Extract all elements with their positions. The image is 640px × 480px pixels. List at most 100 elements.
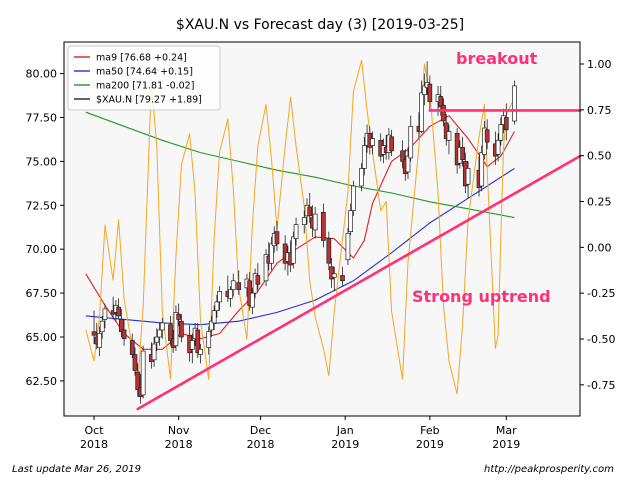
candle (116, 298, 121, 320)
candle (189, 333, 195, 364)
candle-body (503, 117, 509, 131)
candle (198, 344, 203, 364)
x-tick-label: 2018 (80, 438, 108, 451)
x-tick-label: Oct (85, 424, 105, 437)
candle-body (173, 312, 179, 347)
candle (97, 326, 102, 357)
candle-body (118, 319, 124, 333)
candle-body (307, 206, 313, 217)
candle (389, 129, 394, 157)
candle (351, 180, 356, 216)
x-tick-label: 2019 (331, 438, 359, 451)
x-tick-label: Mar (496, 424, 517, 437)
candle-body (422, 85, 427, 96)
candle (176, 303, 182, 327)
candle (484, 119, 490, 150)
candle (465, 161, 471, 199)
candle (211, 305, 217, 330)
candle (269, 236, 274, 271)
candle-body (214, 301, 220, 311)
candle (99, 315, 105, 339)
candle-body (176, 313, 182, 320)
candle-body (351, 185, 356, 211)
candle-body (419, 92, 425, 132)
legend-label: $XAU.N [79.27 +1.89] (96, 95, 202, 106)
candle (140, 345, 146, 399)
y-right-tick-label: 0.50 (587, 150, 612, 163)
candle-body (370, 138, 375, 146)
candle (312, 207, 318, 239)
candle-body (116, 306, 121, 317)
legend-box (67, 45, 221, 111)
candle-body (400, 150, 405, 162)
candle (422, 73, 427, 106)
legend-label: ma200 [71.81 -0.02] (96, 81, 194, 92)
y-left-tick-label: 67.50 (26, 287, 58, 300)
candlestick-series (91, 61, 517, 404)
candle-body (479, 152, 485, 187)
candle (293, 217, 299, 246)
candle (405, 147, 411, 179)
x-tick-label: Nov (168, 424, 190, 437)
candle (400, 140, 405, 169)
candle (135, 363, 141, 397)
footer-source: http://peakprosperity.com (484, 464, 614, 475)
uptrend-line (136, 154, 582, 411)
candle (102, 303, 108, 329)
candle-body (99, 320, 105, 333)
candle-body (217, 290, 222, 303)
candle (206, 326, 212, 355)
candle-body (331, 273, 337, 278)
candle (129, 333, 135, 359)
legend-label: ma50 [74.64 +0.15] (96, 67, 193, 78)
candle (217, 286, 222, 311)
footer-last-update: Last update Mar 26, 2019 (12, 464, 141, 475)
candle (157, 322, 162, 346)
annotation-breakout: breakout (456, 49, 538, 68)
candle (159, 317, 165, 339)
candle-body (359, 168, 364, 187)
candle-body (389, 136, 394, 152)
candle-body (102, 308, 108, 320)
candle-body (495, 139, 501, 155)
candle-body (151, 343, 157, 361)
series-line-ma50 (85, 167, 515, 326)
candle-body (443, 122, 449, 139)
candle-body (293, 224, 299, 240)
candle-body (441, 104, 446, 122)
candle-body (236, 282, 242, 290)
candle (118, 308, 124, 337)
candle-body (269, 243, 274, 264)
candle (495, 133, 501, 162)
candle (370, 131, 375, 155)
candle-body (132, 354, 138, 371)
x-tick-label: Jan (336, 424, 354, 437)
candle (512, 80, 517, 125)
candle (340, 266, 345, 287)
series-line-forecast (85, 59, 515, 395)
candle-body (326, 238, 332, 264)
candle (195, 322, 201, 359)
candle-body (121, 329, 127, 340)
candle-body (250, 292, 255, 308)
candle (228, 286, 233, 308)
candle-body (465, 168, 471, 185)
chart-title: $XAU.N vs Forecast day (3) [2019-03-25] (176, 17, 464, 33)
candle (427, 75, 433, 111)
candle (460, 136, 465, 167)
y-right-tick-label: -0.75 (587, 379, 615, 392)
y-right-tick-label: 0.00 (587, 241, 612, 254)
candle (290, 231, 296, 269)
candle (263, 249, 269, 287)
forecast-layer (85, 59, 515, 395)
candle-body (427, 83, 433, 103)
candle-body (179, 320, 184, 338)
candle-body (198, 348, 203, 355)
candle (255, 263, 261, 290)
candle-body (345, 233, 351, 261)
y-left-tick-label: 72.50 (26, 199, 58, 212)
candle (331, 266, 337, 292)
candle-body (230, 280, 236, 290)
candle-body (405, 155, 411, 173)
